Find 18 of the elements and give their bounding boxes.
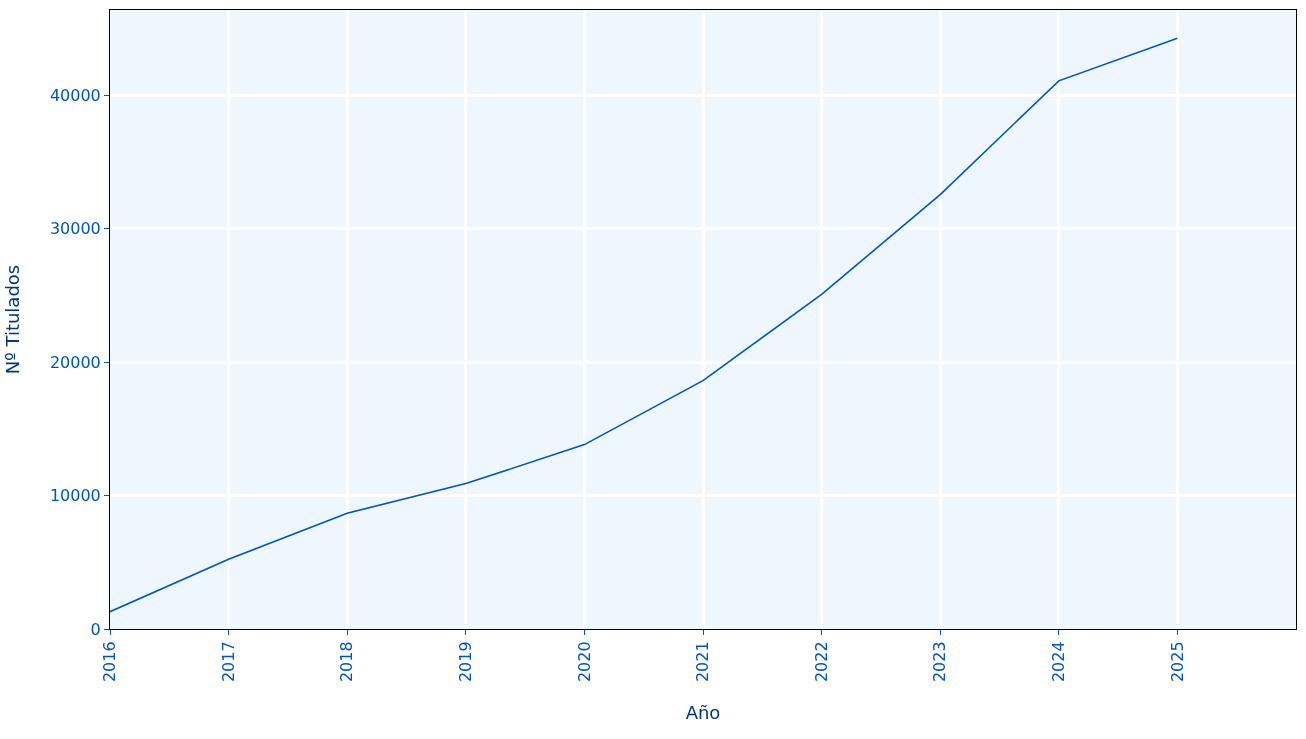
y-tick-label: 30000 — [49, 219, 101, 239]
x-tick-label: 2023 — [930, 641, 950, 683]
y-tick-label: 10000 — [49, 486, 101, 506]
x-tick-label: 2018 — [337, 641, 357, 683]
x-tick-label: 2021 — [693, 641, 713, 683]
y-tick-label: 40000 — [49, 85, 101, 105]
x-tick-label: 2017 — [218, 641, 238, 683]
x-axis-title: Año — [685, 702, 721, 724]
x-tick-label: 2022 — [811, 641, 831, 683]
x-tick-label: 2019 — [456, 641, 475, 683]
x-tick-label: 2020 — [574, 641, 594, 683]
y-tick-label: 20000 — [49, 352, 101, 372]
x-tick-label: 2024 — [1049, 641, 1068, 683]
y-tick-label: 0 — [90, 619, 101, 639]
line-series — [110, 37, 1179, 613]
y-axis-title: Nº Titulados — [2, 264, 24, 375]
x-tick-label: 2025 — [1167, 641, 1187, 683]
x-tick-label: 2016 — [100, 641, 120, 683]
